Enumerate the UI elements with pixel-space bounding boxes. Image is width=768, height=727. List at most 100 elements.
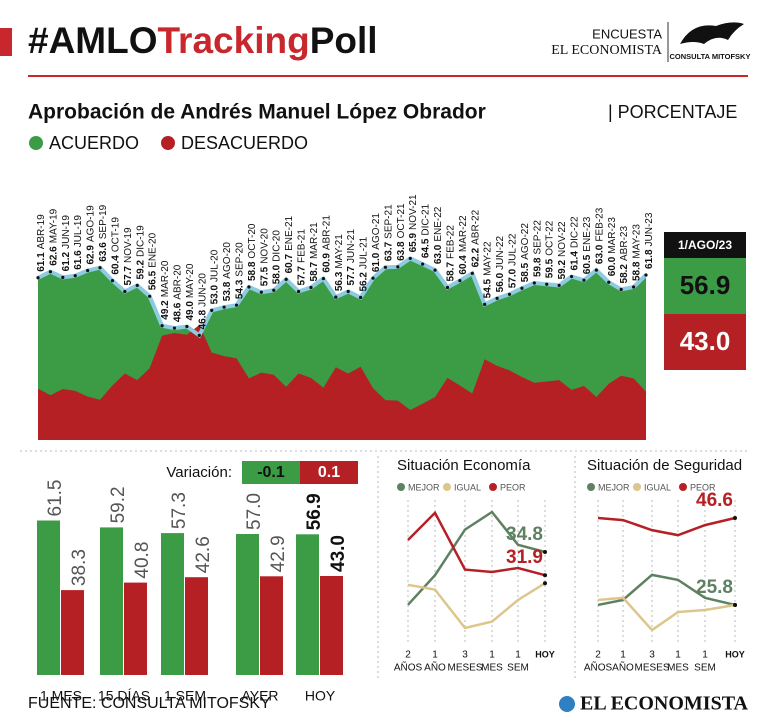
point-label: 63.7 SEP-21 [383,204,394,261]
small-chart-title: Situación de Seguridad [587,457,742,474]
point-value: 58.7 [445,262,456,282]
point-month: MAY-20 [185,263,196,298]
approval-point [483,302,487,306]
bar [296,534,319,675]
end-label: 31.9 [506,547,543,568]
point-month: ENE-20 [147,232,158,267]
point-label: 60.5 ENE-23 [582,216,593,274]
point-month: MAY-23 [631,224,642,259]
point-value: 53.0 [209,285,220,305]
point-label: 60.0 MAR-23 [606,217,617,277]
bar [185,577,208,675]
point-label: 49.0 MAY-20 [185,263,196,320]
point-value: 61.0 [371,252,382,272]
small-chart-title: Situación Economía [397,457,531,474]
point-month: NOV-21 [408,194,419,230]
hashtag-part: Poll [310,20,378,61]
bar-label: 57.3 [169,492,190,529]
latest-date: 1/AGO/23 [678,238,732,252]
legend-label: DESACUERDO [181,133,308,153]
point-label: 60.7 ENE-21 [284,215,295,273]
point-value: 62.9 [85,245,96,265]
point-value: 48.6 [172,302,183,322]
point-value: 58.8 [247,261,258,281]
point-value: 63.6 [98,242,109,262]
approval-line [37,256,648,339]
approval-point [160,324,164,328]
approval-point [346,289,350,294]
bar-label: 42.6 [193,536,214,573]
approval-point [607,280,611,284]
approval-point [582,278,586,282]
legend-swatch [679,483,687,491]
point-month: ABR-19 [36,214,47,249]
hashtag-part: Tracking [158,20,310,61]
approval-point [272,288,276,292]
x-tick-label: 2 [595,650,601,661]
point-value: 58.2 [619,264,630,284]
point-label: 59.2 DIC-19 [135,225,146,280]
approval-point [371,276,375,280]
approval-point [234,303,239,307]
x-tick-label: MESES [634,663,669,674]
latest-header [664,232,746,258]
approval-point [222,305,226,309]
point-label: 56.2 JUL-21 [358,236,369,291]
legend-swatch [633,483,641,491]
point-month: AGO-21 [371,213,382,250]
approval-point [520,286,524,290]
point-label: 61.1 ABR-19 [36,214,47,272]
bar [61,590,84,675]
point-label: 58.5 AGO-22 [520,223,531,283]
point-month: OCT-22 [544,220,555,255]
footer-logo [559,696,575,712]
series-line [597,516,736,537]
bar-label: 38.3 [69,549,90,586]
point-value: 57.7 [296,266,307,286]
legend-swatch [397,483,405,491]
bar [320,576,343,675]
point-month: JUN-22 [495,236,506,270]
approval-point [359,295,363,300]
approval-point [433,268,437,272]
point-month: AGO-22 [520,223,531,260]
point-label: 49.2 MAR-20 [160,260,171,320]
point-value: 63.8 [395,241,406,261]
bar-label: 61.5 [45,480,66,517]
point-month: ABR-21 [321,215,332,250]
point-label: 48.6 ABR-20 [172,264,183,322]
point-month: ABR-23 [619,226,630,261]
approval-point [210,308,214,313]
x-tick-label: AÑO [612,661,634,674]
approval-point [470,271,474,275]
point-label: 56.0 JUN-22 [495,236,506,293]
x-tick-label: 3 [649,650,655,661]
point-value: 63.7 [383,241,394,261]
approval-point [569,274,574,279]
point-label: 53.0 JUL-20 [209,249,220,304]
approval-point [86,268,90,273]
point-value: 49.2 [160,300,171,320]
point-value: 58.8 [631,261,642,281]
approval-point [259,290,263,294]
legend-label: ACUERDO [49,133,139,153]
point-value: 58.7 [309,262,320,282]
point-month: FEB-22 [445,225,456,259]
legend-swatch [489,483,497,491]
approval-point [445,285,450,290]
point-label: 63.0 FEB-23 [594,207,605,264]
variation-label: Variación: [166,464,232,481]
x-tick-label: MES [667,663,689,674]
point-value: 49.0 [185,301,196,321]
point-value: 65.9 [408,233,419,253]
x-tick-label: MES [481,663,503,674]
point-value: 57.0 [507,268,518,288]
approval-point [495,296,499,300]
x-tick-label: 1 [432,650,438,661]
chart-title: Aprobación de Andrés Manuel López Obrado… [28,101,486,124]
point-month: MAY-21 [333,234,344,269]
point-value: 63.0 [433,244,444,264]
series-line [407,582,546,630]
point-label: 57.7 JUN-21 [346,229,357,286]
legend-label: IGUAL [644,482,671,492]
